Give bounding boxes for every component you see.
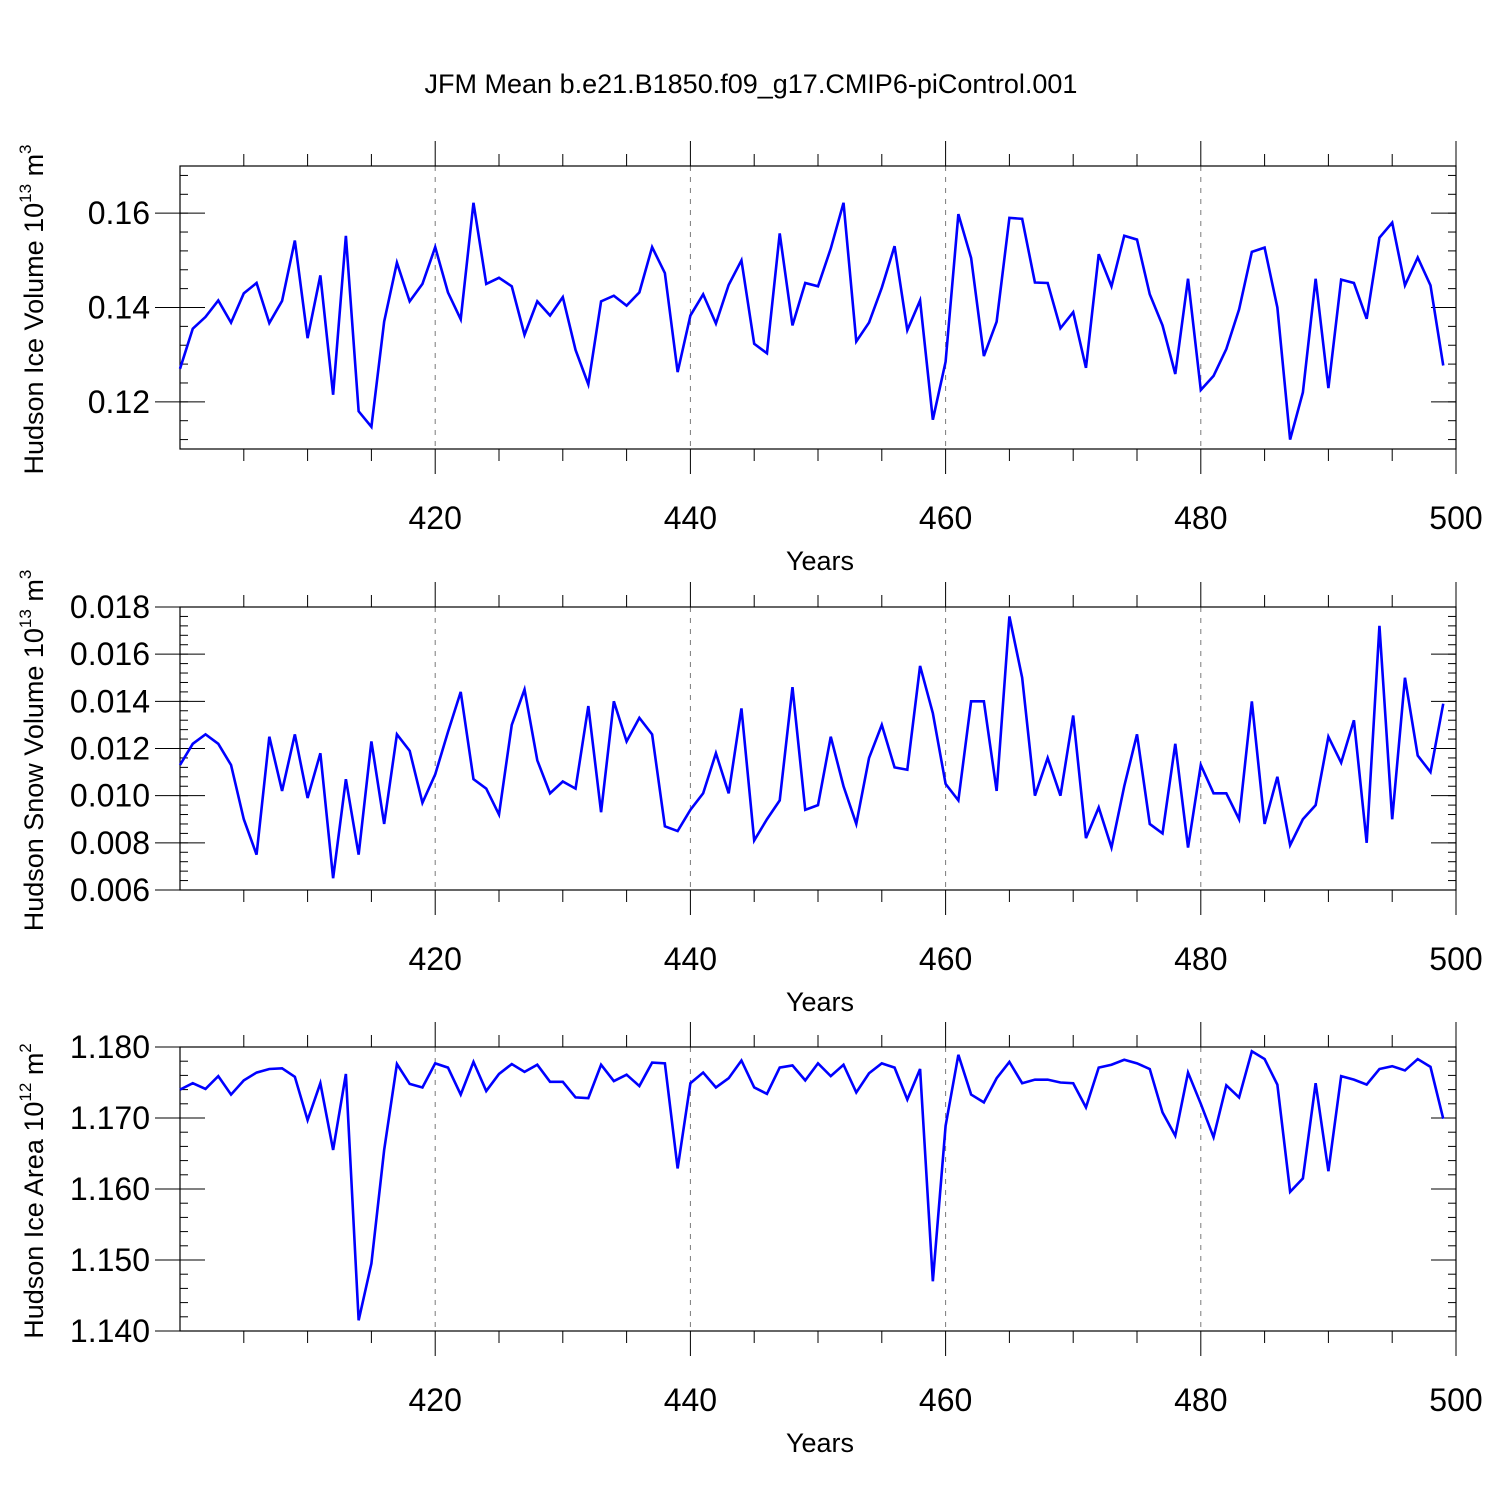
- y-axis-title-exponent: 13: [16, 609, 35, 628]
- y-axis-title-text: Hudson Ice Area 10: [19, 1102, 49, 1339]
- y-tick-label: 1.180: [70, 1029, 150, 1065]
- x-tick-label-500: 500: [1429, 1382, 1482, 1418]
- x-axis-title: Years: [786, 1428, 854, 1458]
- x-axis-title: Years: [786, 987, 854, 1017]
- chart-title: JFM Mean b.e21.B1850.f09_g17.CMIP6-piCon…: [425, 69, 1078, 99]
- plot-frame: [179, 165, 1457, 450]
- y-axis-title-unit-exponent: 2: [16, 1043, 35, 1052]
- y-tick-label: 1.140: [70, 1313, 150, 1349]
- y-axis-title-exponent: 13: [16, 184, 35, 203]
- y-tick-label: 0.018: [70, 589, 150, 625]
- data-series-line: [178, 202, 1445, 440]
- y-tick-label: 0.008: [70, 825, 150, 861]
- y-axis-title: Hudson Ice Area 1012 m2: [16, 1043, 49, 1339]
- y-axis-title-unit: m: [19, 1053, 49, 1083]
- y-axis-title-unit: m: [19, 154, 49, 184]
- y-tick-label: 1.160: [70, 1171, 150, 1207]
- chart-panel-1: 0.12 0.14 0.16 420 440 460 480 500 Years Hudson I…: [16, 141, 1483, 576]
- y-axis-title-text: Hudson Ice Volume 10: [19, 203, 49, 475]
- y-tick-label: 0.16: [88, 195, 150, 231]
- chart-panel-2: 0.006 0.008 0.010 0.012 0.014 0.016 0.018 420 44…: [16, 570, 1483, 1017]
- y-axis-title-exponent: 12: [16, 1083, 35, 1102]
- y-tick-label: 1.170: [70, 1100, 150, 1136]
- x-tick-label-460: 460: [919, 500, 972, 536]
- x-tick-label-480: 480: [1174, 941, 1227, 977]
- data-points: [179, 615, 1445, 879]
- data-points: [179, 202, 1445, 441]
- x-tick-label-460: 460: [919, 1382, 972, 1418]
- plot-frame: [179, 606, 1457, 891]
- y-tick-label: 0.12: [88, 384, 150, 420]
- x-tick-label-500: 500: [1429, 500, 1482, 536]
- x-tick-label-440: 440: [664, 1382, 717, 1418]
- chart-panel-3: 1.140 1.150 1.160 1.170 1.180 420 440 460 480 500…: [16, 1022, 1483, 1458]
- data-series-line: [178, 616, 1445, 879]
- x-tick-label-480: 480: [1174, 1382, 1227, 1418]
- data-series-line: [179, 1049, 1445, 1321]
- x-tick-label-440: 440: [664, 500, 717, 536]
- y-tick-label: 0.016: [70, 636, 150, 672]
- y-tick-label: 0.006: [70, 872, 150, 908]
- y-tick-label: 0.014: [70, 683, 150, 719]
- x-tick-label-480: 480: [1174, 500, 1227, 536]
- y-tick-label: 0.012: [70, 731, 150, 767]
- y-axis-title-unit: m: [19, 579, 49, 609]
- y-axis-title: Hudson Snow Volume 1013 m3: [16, 570, 49, 932]
- y-tick-label: 0.14: [88, 290, 150, 326]
- y-axis-title-unit-exponent: 3: [16, 144, 35, 153]
- y-tick-label: 0.010: [70, 778, 150, 814]
- x-tick-label-500: 500: [1429, 941, 1482, 977]
- x-tick-label-460: 460: [919, 941, 972, 977]
- x-tick-label-420: 420: [409, 500, 462, 536]
- x-tick-label-440: 440: [664, 941, 717, 977]
- x-tick-label-420: 420: [409, 1382, 462, 1418]
- y-tick-label: 1.150: [70, 1242, 150, 1278]
- x-tick-label-420: 420: [409, 941, 462, 977]
- y-axis-title: Hudson Ice Volume 1013 m3: [16, 144, 49, 474]
- x-axis-title: Years: [786, 546, 854, 576]
- y-axis-title-unit-exponent: 3: [16, 570, 35, 579]
- plot-frame: [179, 1046, 1457, 1332]
- y-axis-title-text: Hudson Snow Volume 10: [19, 628, 49, 931]
